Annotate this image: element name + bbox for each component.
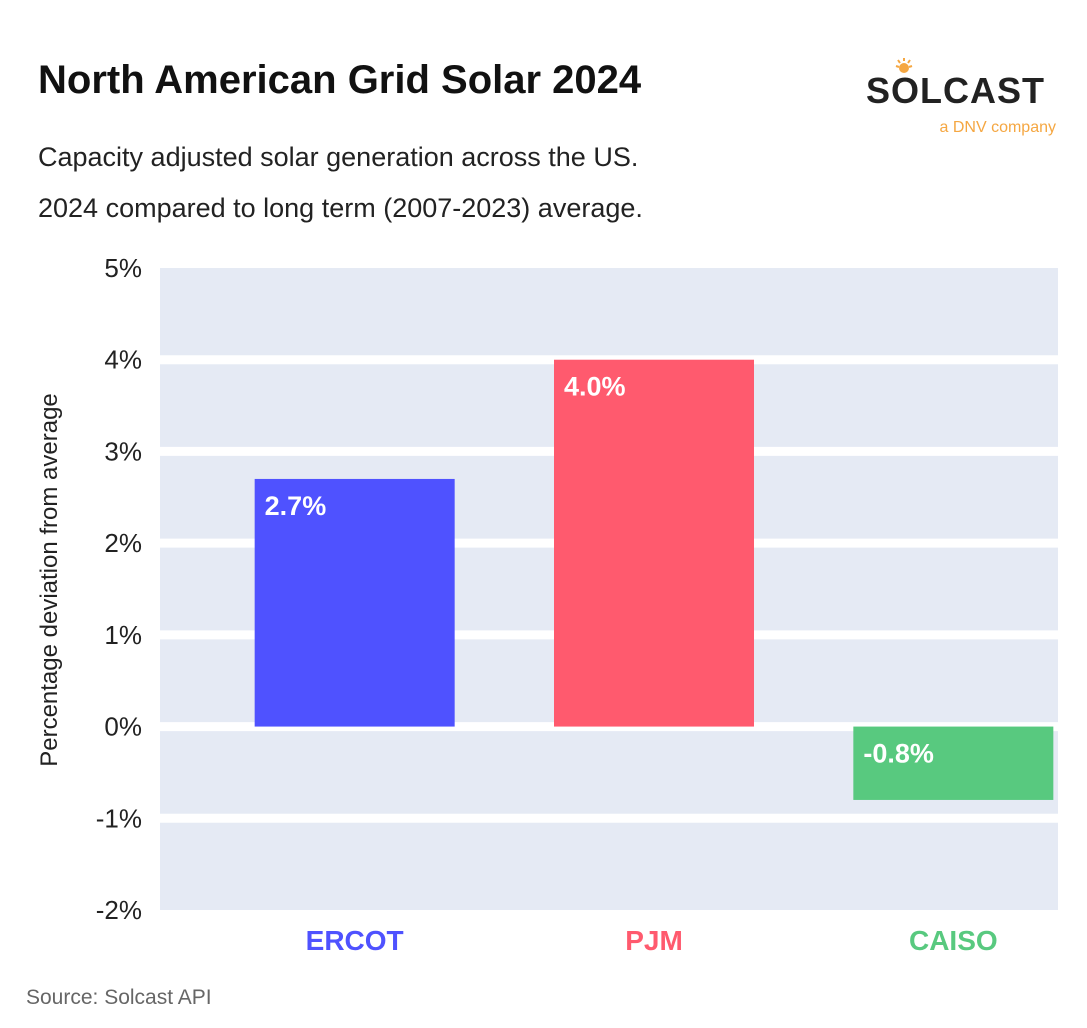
bar-pjm	[554, 359, 754, 727]
chart-title: North American Grid Solar 2024	[38, 58, 642, 102]
y-tick-label: 1%	[104, 620, 142, 650]
data-label-ercot: 2.7%	[265, 491, 327, 521]
y-tick-label: 0%	[104, 712, 142, 742]
bar-ercot	[254, 478, 455, 727]
x-tick-label-pjm: PJM	[625, 925, 683, 956]
subtitle-line-2: 2024 compared to long term (2007-2023) a…	[38, 193, 643, 223]
bar-caiso	[853, 726, 1054, 800]
logo-wordmark: SOLCAST	[866, 70, 1046, 111]
data-label-pjm: 4.0%	[564, 372, 626, 402]
sun-icon	[895, 58, 913, 73]
x-tick-label-caiso: CAISO	[909, 925, 998, 956]
x-tick-label-ercot: ERCOT	[306, 925, 404, 956]
y-tick-label: 4%	[104, 345, 142, 375]
data-label-caiso: -0.8%	[863, 739, 934, 769]
y-tick-label: 5%	[104, 253, 142, 283]
y-tick-label: 2%	[104, 528, 142, 558]
bars: 2.7% 4.0% -0.8%	[254, 359, 1054, 800]
subtitle-line-1: Capacity adjusted solar generation acros…	[38, 142, 639, 172]
x-axis-labels: ERCOT PJM CAISO	[306, 925, 998, 956]
y-tick-label: -1%	[96, 803, 142, 833]
y-axis-label: Percentage deviation from average	[36, 393, 63, 767]
y-axis-ticks: 5% 4% 3% 2% 1% 0% -1% -2%	[96, 253, 142, 925]
y-tick-label: -2%	[96, 895, 142, 925]
y-tick-label: 3%	[104, 436, 142, 466]
source-note: Source: Solcast API	[26, 986, 212, 1009]
logo-tagline: a DNV company	[939, 119, 1057, 136]
solcast-logo: SOLCAST a DNV company	[862, 58, 1062, 142]
